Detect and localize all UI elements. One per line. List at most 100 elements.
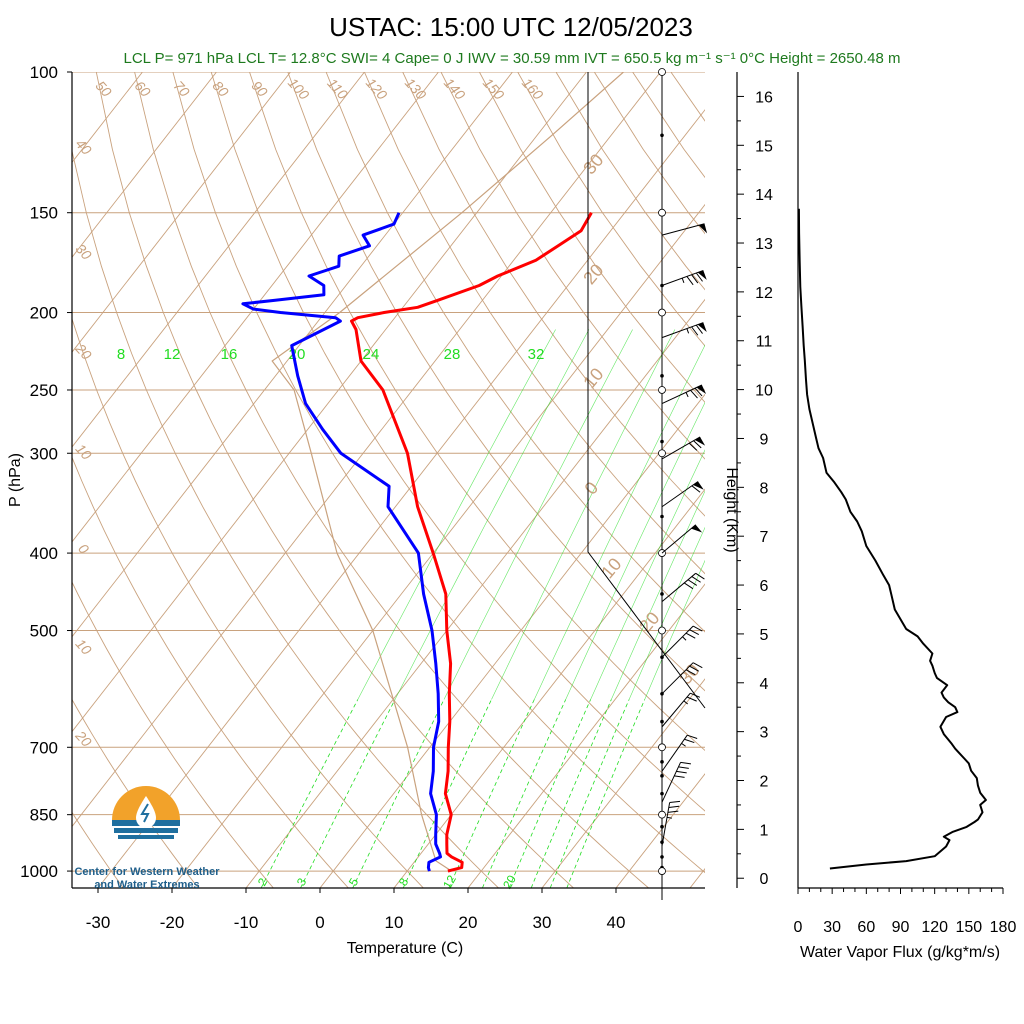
calm-wind-circle: [658, 386, 666, 394]
wind-level-dot: [660, 592, 664, 596]
chart-title: USTAC: 15:00 UTC 12/05/2023: [329, 12, 693, 42]
height-tick-label: 0: [760, 871, 769, 888]
isotherm-line: [72, 72, 217, 258]
mixing-ratio-line: [611, 490, 705, 700]
dry-adiabat-line: [95, 72, 574, 888]
adiabat-label-right: 30: [579, 150, 607, 178]
mixing-ratio-line: [530, 699, 612, 888]
height-tick-label: 13: [755, 236, 773, 253]
dry-adiabat-line: [72, 317, 424, 888]
dry-adiabat-line: [402, 72, 705, 517]
wind-barb: [661, 572, 705, 602]
isotherm-line: [72, 72, 291, 353]
adiabat-label-right: 10: [579, 364, 607, 392]
wind-barb: [661, 481, 704, 508]
y-tick-label: 300: [30, 444, 58, 463]
isotherm-label: 50: [93, 78, 115, 100]
parcel-path-line: [271, 72, 624, 872]
isotherm-line: [467, 583, 705, 888]
y-tick-label: 400: [30, 544, 58, 563]
water-drop-icon: [136, 796, 156, 828]
skewt-right-boundary: [587, 72, 706, 709]
mixing-ratio-line: [482, 699, 567, 888]
dry-adiabat-line: [249, 72, 705, 752]
calm-wind-circle: [658, 208, 666, 217]
dry-adiabat-line: [593, 72, 705, 235]
adiabat-label-left: 40: [73, 136, 95, 158]
isotherm-label: 160: [519, 75, 547, 103]
wind-barb-column: [658, 68, 708, 900]
wind-barb: [661, 223, 708, 236]
wind-level-dot: [660, 791, 664, 796]
temperature-profile-line: [350, 211, 593, 873]
mixing-ratio-line: [300, 699, 396, 888]
height-tick-label: 12: [755, 285, 773, 302]
dry-adiabat-line: [363, 72, 705, 575]
isotherm-label: 90: [249, 78, 271, 100]
y-tick-label: 850: [30, 806, 58, 825]
mixing-ratio-label-top: 8: [117, 346, 125, 363]
sounding-info-line: LCL P= 971 hPa LCL T= 12.8°C SWI= 4 Cape…: [124, 50, 901, 67]
wind-barb: [661, 384, 707, 405]
dry-adiabat-line: [210, 72, 705, 812]
mixing-ratio-line: [590, 449, 705, 700]
isotherm-line: [72, 72, 513, 638]
mixing-ratio-line: [534, 344, 705, 700]
isotherm-line: [72, 72, 365, 448]
mixing-ratio-label-bottom: 2: [255, 875, 271, 888]
isotherm-line: [72, 72, 661, 828]
x-tick-label: 20: [459, 913, 478, 932]
y-tick-label: 200: [30, 304, 58, 323]
flux-x-tick-label: 150: [955, 919, 982, 936]
mixing-ratio-label-bottom: 3: [294, 875, 310, 888]
mixing-ratio-line: [357, 329, 556, 700]
mixing-ratio-line: [448, 699, 535, 888]
mixing-ratio-line: [402, 699, 492, 888]
skewt-line-labels: 50 60 70 80 90 100 110 120 130 140 150 160403020100…: [72, 75, 704, 892]
skewt-profiles: [241, 211, 593, 873]
isotherm-line: [764, 72, 1024, 888]
y-axis-label: P (hPa): [7, 453, 24, 507]
adiabat-label-left: 30: [73, 241, 95, 263]
mixing-ratio-label-top: 16: [221, 346, 238, 363]
x-tick-label: 10: [385, 913, 404, 932]
wind-level-dot: [660, 855, 664, 859]
isotherm-line: [171, 203, 705, 888]
wind-level-dot: [660, 374, 664, 378]
wind-barb: [661, 734, 698, 772]
adiabat-label-left: 10: [73, 636, 95, 658]
mixing-ratio-label-bottom: 5: [346, 875, 362, 888]
calm-wind-circle: [658, 626, 666, 635]
wind-barb: [661, 761, 691, 803]
wind-barb: [661, 662, 703, 695]
calm-wind-circle: [658, 743, 666, 752]
x-tick-label: 0: [315, 913, 324, 932]
isotherm-line: [319, 393, 705, 888]
dry-adiabat-line: [134, 72, 649, 888]
isotherm-label: 60: [132, 78, 154, 100]
dry-adiabat-line: [72, 149, 499, 888]
isotherm-label: 110: [324, 75, 351, 102]
dry-adiabat-line: [325, 72, 705, 633]
x-tick-label: -10: [234, 913, 259, 932]
dewpoint-profile-line: [241, 212, 442, 872]
height-tick-label: 3: [760, 725, 769, 742]
flux-x-axis-label: Water Vapor Flux (g/kg*m/s): [800, 944, 1000, 961]
mixing-ratio-line: [508, 699, 591, 888]
isotherm-label: 70: [171, 78, 193, 100]
mixing-ratio-line: [549, 699, 630, 888]
mixing-ratio-label-bottom: 12: [440, 872, 459, 891]
x-tick-label: -20: [160, 913, 185, 932]
y-tick-label: 150: [30, 204, 58, 223]
mixing-ratio-line: [628, 526, 705, 700]
dry-adiabat-line: [72, 698, 199, 888]
dry-adiabat-line: [440, 72, 705, 460]
height-tick-label: 14: [755, 187, 773, 204]
logo-text-line2: and Water Extremes: [94, 879, 199, 891]
mixing-ratio-label-bottom: 8: [396, 875, 412, 888]
mixing-ratio-line: [260, 699, 359, 888]
isotherm-label: 140: [441, 75, 469, 103]
dry-adiabat-line: [555, 72, 705, 291]
wind-barb: [661, 322, 707, 339]
